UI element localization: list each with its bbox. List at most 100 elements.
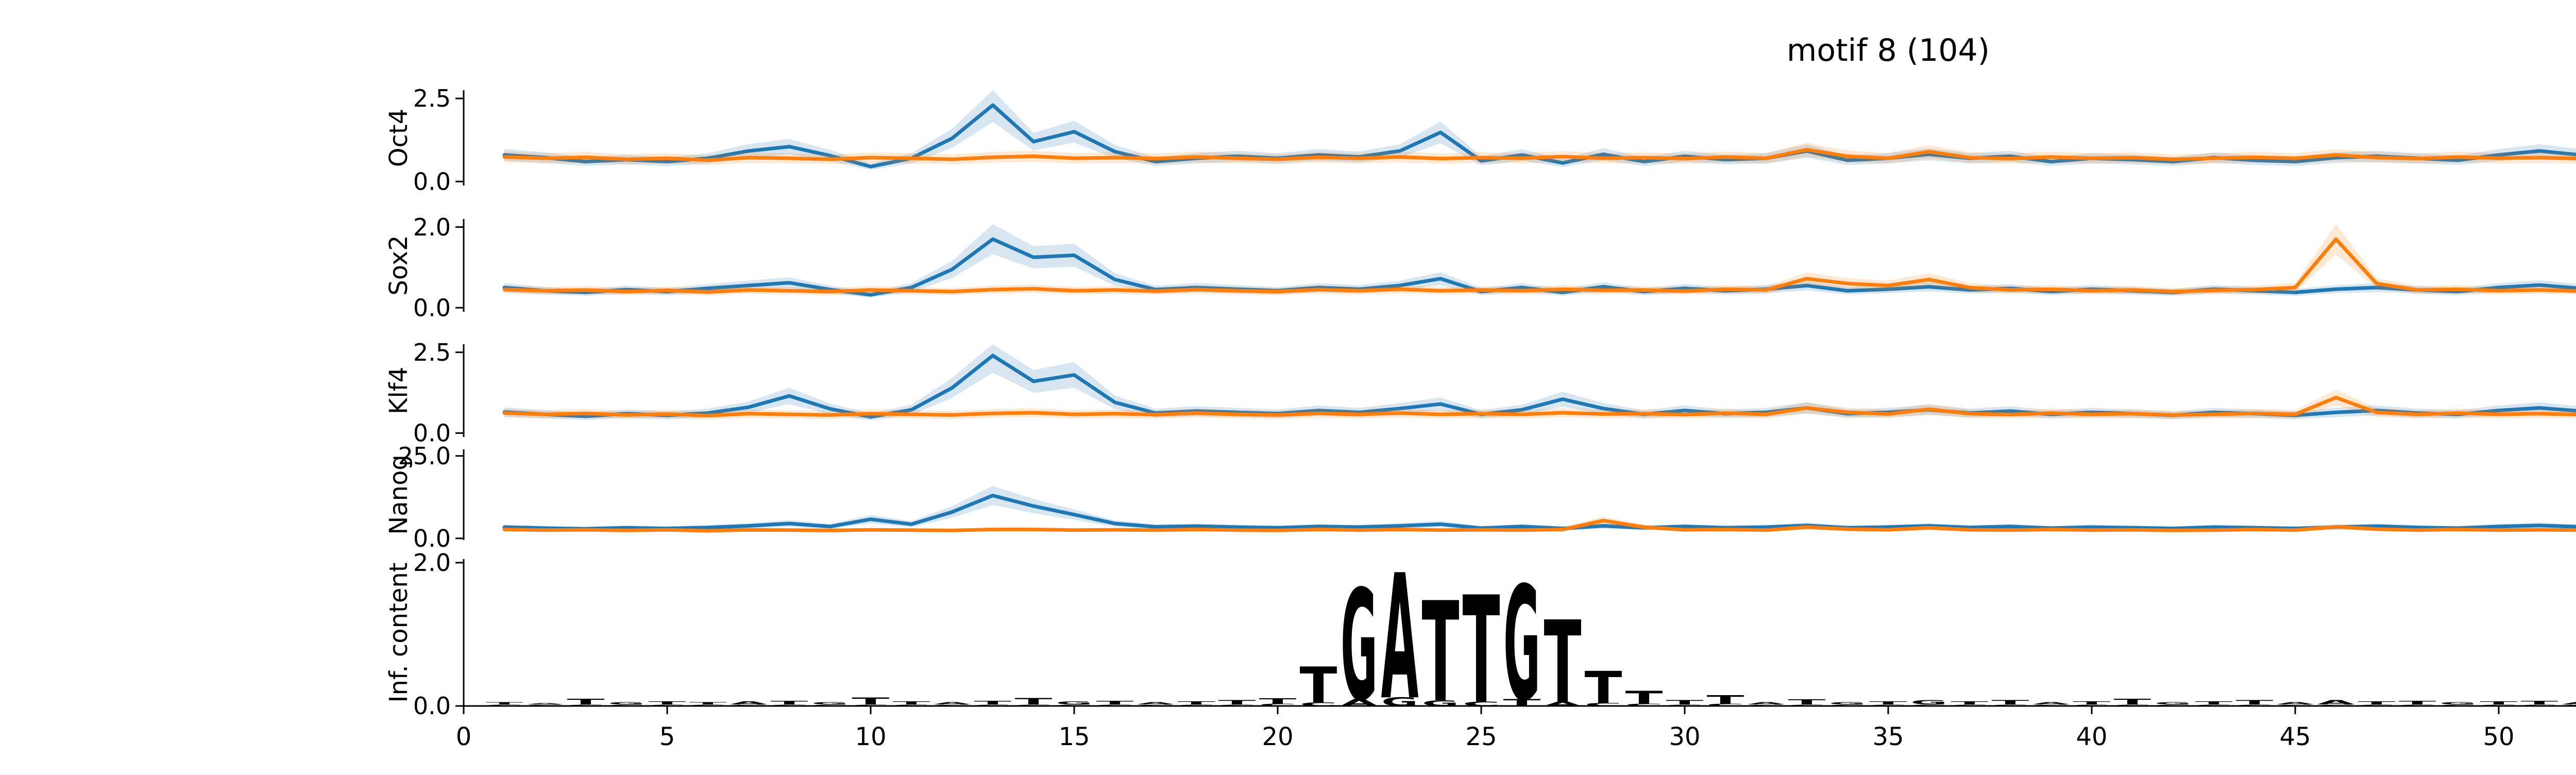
y-tick-label: 0.0 [413, 692, 451, 720]
y-axis-label: Inf. content [384, 562, 413, 702]
y-tick-label: 2.5 [413, 339, 451, 366]
logo-letter-T: T [2195, 701, 2233, 705]
logo-letter-A: A [730, 701, 767, 705]
logo-letter-A: A [2561, 702, 2576, 705]
logo-letter-T: T [2114, 697, 2151, 706]
y-axis-label: Sox2 [384, 235, 413, 295]
logo-letter-T: T [2358, 701, 2396, 705]
logo-letter-T: T [649, 701, 686, 705]
logo-letter-T: T [852, 696, 890, 707]
logo-letter-C: C [1299, 701, 1337, 707]
x-tick-label: 45 [2279, 722, 2311, 751]
logo-letter-T: T [771, 700, 808, 705]
logo-letter-T: T [1666, 699, 1704, 706]
x-tick-label: 0 [456, 722, 472, 751]
logo-letter-T: T [2073, 701, 2111, 705]
logo-letter-A: A [1381, 538, 1418, 738]
logo-letter-T: T [689, 702, 727, 705]
series-band-blue [504, 224, 2576, 298]
logo-letter-T: T [1625, 687, 1663, 708]
panels-group: 0.02.5Oct40.02.0Sox20.02.5Klf40.025.0Nan… [384, 85, 2576, 751]
logo-letter-T: T [486, 702, 523, 705]
y-axis-label: Oct4 [384, 109, 413, 167]
x-tick-label: 25 [1465, 722, 1497, 751]
logo-letter-G: G [2439, 702, 2477, 705]
logo-letter-G: G [811, 702, 849, 705]
logo-letter-T: T [2399, 700, 2436, 705]
series-line-blue [502, 237, 2576, 297]
y-tick-label: 2.0 [413, 549, 451, 577]
logo-letter-T: T [2521, 700, 2558, 705]
logo-letter-T: T [1951, 701, 1989, 705]
logo-letter-G: G [1829, 702, 1866, 705]
logo-letter-A: A [2032, 702, 2070, 705]
y-axis-label: Klf4 [384, 367, 413, 414]
y-tick-label: 0.0 [413, 167, 451, 195]
logo-letter-C: C [1584, 702, 1622, 707]
logo-letter-G: G [1910, 699, 1947, 706]
logo-letter-C: C [1625, 703, 1663, 707]
series-line-orange [502, 396, 2576, 418]
logo-letter-A: A [2317, 699, 2354, 706]
logo-letter-T: T [1992, 699, 2029, 706]
logo-letter-A: A [2276, 702, 2314, 705]
logo-letter-T: T [1585, 662, 1622, 714]
series-band-blue [504, 90, 2576, 170]
y-tick-label: 2.0 [413, 213, 451, 241]
series-line-orange [502, 237, 2576, 294]
series-band-orange [504, 224, 2576, 296]
x-tick-label: 5 [659, 722, 675, 751]
series-band-orange [504, 142, 2576, 165]
logo-letter-A: A [1747, 702, 1785, 705]
logo-letter-T: T [1300, 657, 1337, 714]
y-tick-label: 2.5 [413, 85, 451, 112]
logo-letter-G: G [608, 702, 645, 705]
x-tick-label: 10 [855, 722, 886, 751]
y-tick-label: 0.0 [413, 525, 451, 552]
logo-letter-G: G [2155, 702, 2192, 705]
logo-letter-T: T [2236, 699, 2274, 706]
logo-letter-T: T [893, 701, 930, 705]
logo-letter-A: A [933, 702, 971, 705]
x-tick-label: 50 [2483, 722, 2514, 751]
figure-title: motif 8 (104) [1787, 32, 1990, 69]
series-band-blue [504, 486, 2576, 531]
logo-letter-C: C [1259, 703, 1296, 707]
logo-letter-G: G [1503, 553, 1540, 736]
logo-letter-G: G [1056, 701, 1093, 705]
logo-letter-T: T [1422, 572, 1460, 733]
logo-letter-T: T [1015, 697, 1053, 707]
logo-letter-T: T [1259, 697, 1297, 706]
logo-letter-T: T [1178, 701, 1215, 705]
series-line-orange [502, 518, 2576, 533]
logo-letter-T: T [1544, 597, 1582, 728]
logo-letter-T: T [1707, 693, 1744, 707]
x-tick-label: 30 [1669, 722, 1700, 751]
series-band-blue [504, 344, 2576, 420]
y-tick-label: 0.0 [413, 419, 451, 447]
x-tick-label: 20 [1262, 722, 1293, 751]
logo-letter-A: A [526, 703, 564, 705]
logo-letter-T: T [1218, 699, 1256, 706]
x-tick-label: 35 [1872, 722, 1904, 751]
logo-letter-A: A [1137, 702, 1174, 705]
logo-letter-T: T [567, 697, 605, 706]
series-line-orange [502, 147, 2576, 162]
y-tick-label: 25.0 [398, 442, 451, 470]
logo-letter-G: G [1341, 559, 1378, 735]
x-tick-label: 40 [2076, 722, 2107, 751]
logo-letter-T: T [2480, 701, 2518, 705]
logo-letter-C: C [1706, 703, 1744, 707]
logo-letter-T: T [1096, 700, 1134, 705]
x-tick-label: 15 [1058, 722, 1090, 751]
y-tick-label: 0.0 [413, 294, 451, 322]
logo-letter-T: T [1788, 698, 1826, 706]
logo-letter-T: T [1870, 701, 1907, 705]
